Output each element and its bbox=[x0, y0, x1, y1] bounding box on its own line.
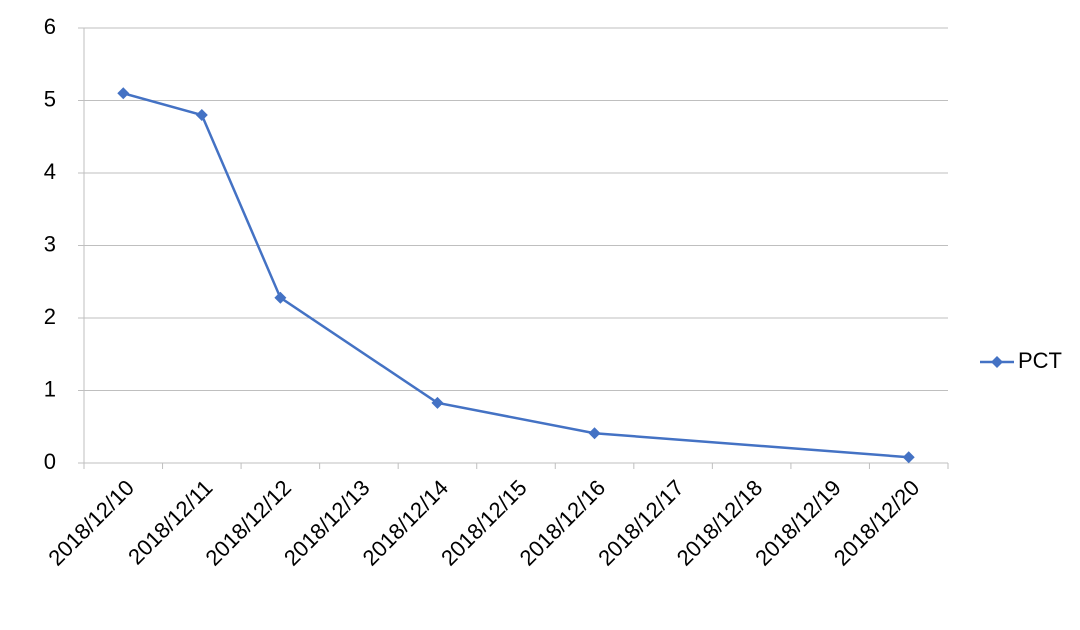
marker bbox=[274, 291, 287, 304]
marker bbox=[431, 396, 444, 409]
y-tick-label: 1 bbox=[44, 376, 56, 401]
y-tick-label: 6 bbox=[44, 14, 56, 39]
y-tick-label: 3 bbox=[44, 231, 56, 256]
y-tick-label: 4 bbox=[44, 159, 56, 184]
x-tick-label: 2018/12/20 bbox=[829, 475, 925, 571]
y-tick-label: 2 bbox=[44, 304, 56, 329]
x-tick-label: 2018/12/10 bbox=[43, 475, 139, 571]
marker bbox=[902, 451, 915, 464]
legend-marker bbox=[991, 356, 1003, 368]
line bbox=[122, 92, 909, 459]
y-tick-label: 0 bbox=[44, 449, 56, 474]
marker bbox=[588, 427, 601, 440]
marker bbox=[117, 87, 130, 100]
legend-label: PCT bbox=[1018, 348, 1062, 373]
y-tick-label: 5 bbox=[44, 86, 56, 111]
marker bbox=[195, 109, 208, 121]
